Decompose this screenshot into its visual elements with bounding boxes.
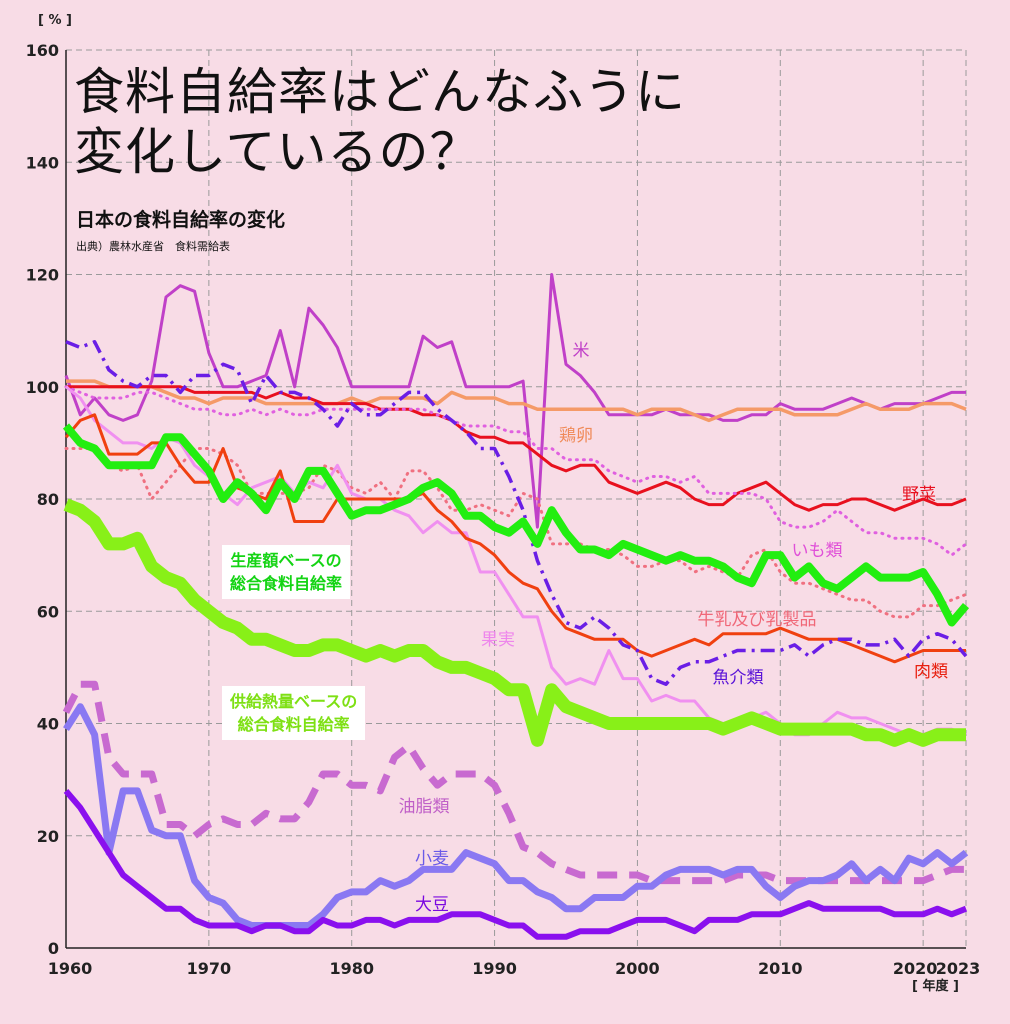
chart-series <box>62 273 970 940</box>
series-line-4 <box>64 447 968 619</box>
series-label-1: 鶏卵 <box>559 426 593 446</box>
calorie-callout-line-2: 総合食料自給率 <box>237 715 350 734</box>
source-note: 出典）農林水産省 食料需給表 <box>76 240 230 253</box>
calorie-callout-line-1: 供給熱量ベースの <box>230 692 358 711</box>
series-line-10 <box>62 680 966 885</box>
chart-subtitle: 日本の食料自給率の変化 <box>76 209 286 231</box>
series-line-7 <box>65 340 968 686</box>
x-tick-label: 1960 <box>48 959 93 978</box>
production-callout-line-1: 生産額ベースの <box>230 551 342 570</box>
series-line-6 <box>64 413 966 664</box>
series-label-6: 肉類 <box>914 662 948 682</box>
series-line-1 <box>66 379 967 423</box>
series-label-10: 油脂類 <box>399 797 450 817</box>
y-tick-label: 40 <box>37 715 59 734</box>
x-tick-label: 2000 <box>615 959 660 978</box>
series-line-8 <box>62 423 970 627</box>
y-axis-label: [ % ] <box>38 13 72 28</box>
page-title: 食料自給率はどんなふうに 変化しているの？ <box>74 62 686 182</box>
x-tick-label: 2020 <box>893 959 938 978</box>
x-tick-label: 2010 <box>758 959 803 978</box>
x-axis-label: [ 年度 ] <box>912 978 959 994</box>
series-label-11: 小麦 <box>415 849 449 869</box>
series-label-7: 魚介類 <box>713 668 764 688</box>
series-label-12: 大豆 <box>415 895 449 915</box>
chart-axes: 0 20 40 60 80 100 120 140 160 1960 1970 1980 1990 200… <box>26 41 981 978</box>
series-line-2 <box>66 385 967 512</box>
series-line-9 <box>63 498 966 747</box>
x-tick-label: 1980 <box>329 959 374 978</box>
series-label-4: 牛乳及び乳製品 <box>698 610 817 630</box>
series-label-3: いも類 <box>792 541 843 561</box>
series-line-3 <box>64 385 968 557</box>
x-tick-label: 1990 <box>472 959 517 978</box>
y-tick-label: 20 <box>37 827 59 846</box>
y-tick-label: 60 <box>37 602 59 621</box>
production-callout-line-2: 総合食料自給率 <box>230 574 343 593</box>
page-title-line-1: 食料自給率はどんなふうに <box>74 63 686 121</box>
series-label-5: 果実 <box>481 630 515 650</box>
series-label-0: 米 <box>573 341 590 361</box>
series-line-12 <box>63 788 968 940</box>
y-tick-label: 140 <box>26 153 59 172</box>
series-line-11 <box>63 703 969 929</box>
calorie-basis-callout: 供給熱量ベースの 総合食料自給率 <box>222 686 366 740</box>
y-tick-label: 80 <box>37 490 59 509</box>
y-tick-label: 0 <box>48 939 59 958</box>
chart-grid <box>66 49 967 948</box>
y-tick-label: 160 <box>26 41 59 60</box>
x-tick-label: 1970 <box>187 959 232 978</box>
x-tick-label: 2023 <box>936 959 981 978</box>
y-tick-label: 120 <box>26 266 59 285</box>
production-basis-callout: 生産額ベースの 総合食料自給率 <box>222 545 351 599</box>
page-title-line-2: 変化しているの？ <box>74 123 481 181</box>
y-tick-label: 100 <box>26 378 59 397</box>
series-label-2: 野菜 <box>902 485 936 505</box>
